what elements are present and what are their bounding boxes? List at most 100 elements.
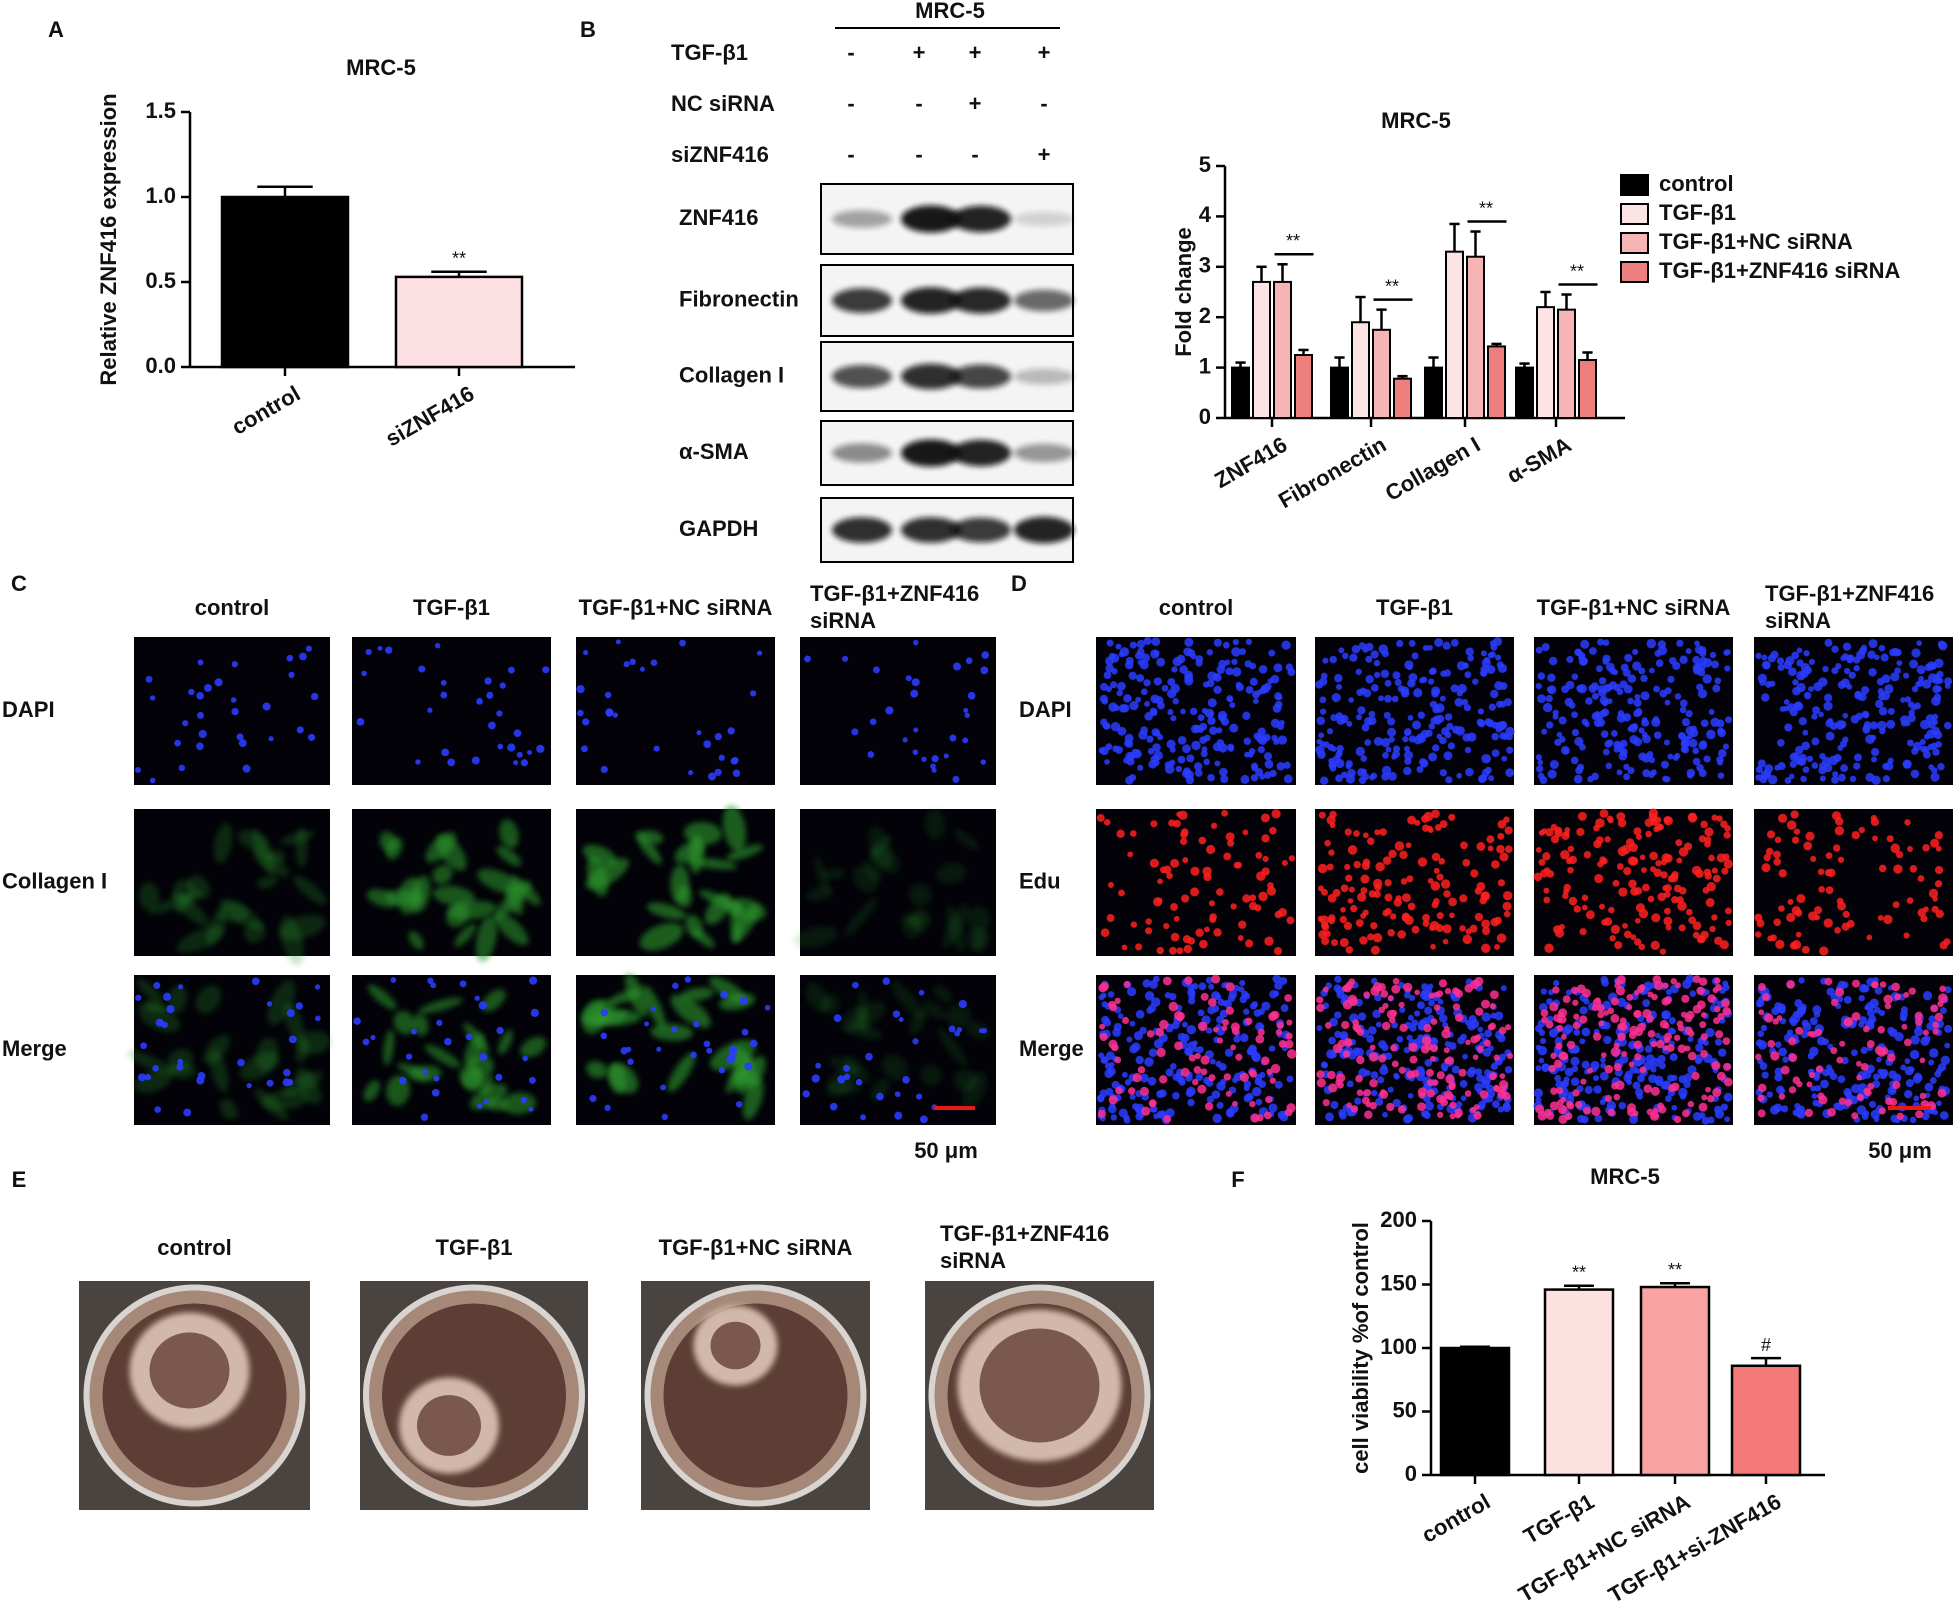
cell-nucleus (1184, 1047, 1192, 1055)
cell-nucleus (1567, 1041, 1575, 1049)
cell-nucleus (1421, 1110, 1428, 1117)
cell-nucleus (1939, 985, 1946, 992)
cell-nucleus (944, 753, 949, 758)
cell-nucleus (1181, 1068, 1190, 1077)
cell-nucleus (1373, 933, 1382, 942)
cell-nucleus (529, 1077, 536, 1084)
cell-nucleus (1538, 672, 1546, 680)
cell-nucleus (1823, 702, 1832, 711)
cell-nucleus (1935, 1013, 1943, 1021)
cell-nucleus (1562, 893, 1568, 899)
cell-nucleus (1364, 717, 1372, 725)
cell-nucleus (1184, 976, 1192, 984)
cell-nucleus (1582, 895, 1589, 902)
condition-sign: - (915, 91, 922, 116)
cell-nucleus (1129, 774, 1136, 781)
cell-nucleus (1762, 1071, 1769, 1078)
column-label: TGF-β1+NC siRNA (1537, 595, 1731, 620)
cell-nucleus (1796, 659, 1803, 666)
cell-nucleus (1872, 836, 1878, 842)
cell-nucleus (1398, 1105, 1406, 1113)
cell-nucleus (1600, 809, 1609, 818)
cell-nucleus (1641, 719, 1649, 727)
cell-nucleus (1176, 766, 1182, 772)
cell-nucleus (1593, 1032, 1601, 1040)
cell-nucleus (1118, 1013, 1124, 1019)
cell-nucleus (1261, 834, 1269, 842)
cell-nucleus (1639, 984, 1645, 990)
cell-nucleus (1396, 640, 1403, 647)
cell-nucleus (1764, 764, 1773, 773)
cell-nucleus (536, 745, 544, 753)
cell-nucleus (1711, 660, 1719, 668)
cell-nucleus (962, 738, 968, 744)
cell-nucleus (486, 692, 493, 699)
cell-nucleus (514, 729, 522, 737)
cell-nucleus (851, 728, 858, 735)
cell-nucleus (1791, 652, 1799, 660)
cell-nucleus (1492, 1100, 1500, 1108)
cell-nucleus (427, 708, 432, 713)
cell-nucleus (1239, 980, 1245, 986)
y-tick-label: 4 (1199, 202, 1212, 227)
cell-nucleus (150, 778, 156, 784)
cell-nucleus (366, 649, 372, 655)
cell-nucleus (1507, 1053, 1513, 1059)
cell-nucleus (1656, 659, 1664, 667)
cell-nucleus (1788, 1037, 1796, 1045)
cell-nucleus (1704, 872, 1711, 879)
cell-nucleus (1582, 905, 1588, 911)
cell-nucleus (1445, 732, 1452, 739)
cell-nucleus (1702, 1117, 1710, 1125)
cell-nucleus (1550, 1087, 1558, 1095)
y-axis-label: cell viability %of control (1348, 1222, 1373, 1474)
cell-nucleus (1464, 671, 1471, 678)
cell-nucleus (1114, 1057, 1121, 1064)
cell-nucleus (919, 990, 925, 996)
cell-nucleus (1658, 1106, 1666, 1114)
cell-nucleus (1398, 685, 1405, 692)
cell-nucleus (803, 1090, 810, 1097)
cell-nucleus (391, 977, 397, 983)
cell-nucleus (1656, 1040, 1664, 1048)
cell-nucleus (1501, 756, 1507, 762)
cell-nucleus (1561, 1034, 1567, 1040)
cell-nucleus (1363, 991, 1370, 998)
cell-nucleus (1216, 727, 1222, 733)
cell-nucleus (1370, 922, 1377, 929)
cell-nucleus (1582, 719, 1589, 726)
cell-nucleus (1342, 985, 1349, 992)
cell-nucleus (1402, 893, 1411, 902)
cell-nucleus (1157, 878, 1163, 884)
cell-nucleus (1937, 763, 1944, 770)
protein-label: GAPDH (679, 516, 758, 541)
cell-nucleus (1190, 708, 1197, 715)
blot-band (951, 440, 1011, 466)
cell-nucleus (1481, 920, 1490, 929)
cell-nucleus (1794, 828, 1800, 834)
cell-nucleus (497, 744, 503, 750)
cell-nucleus (1213, 1114, 1222, 1123)
cell-nucleus (1240, 1033, 1249, 1042)
cell-nucleus (1187, 1099, 1194, 1106)
cell-nucleus (1907, 897, 1914, 904)
blot-band (832, 210, 892, 228)
cell-nucleus (283, 1069, 291, 1077)
cell-nucleus (1320, 741, 1326, 747)
legend-label: TGF-β1+NC siRNA (1659, 229, 1853, 254)
cell-nucleus (1684, 842, 1692, 850)
cell-nucleus (1768, 775, 1777, 784)
protein-label: α-SMA (679, 439, 749, 464)
cell-nucleus (1430, 668, 1437, 675)
cell-nucleus (153, 982, 160, 989)
cell-nucleus (1581, 1116, 1589, 1124)
cell-nucleus (1182, 744, 1191, 753)
cell-nucleus (1256, 1099, 1263, 1106)
cell-nucleus (1482, 769, 1490, 777)
cell-nucleus (1186, 1087, 1195, 1096)
cell-nucleus (1891, 844, 1901, 854)
cell-nucleus (1137, 765, 1143, 771)
cell-nucleus (1904, 1090, 1912, 1098)
cell-nucleus (237, 1059, 245, 1067)
cell-nucleus (196, 1076, 204, 1084)
